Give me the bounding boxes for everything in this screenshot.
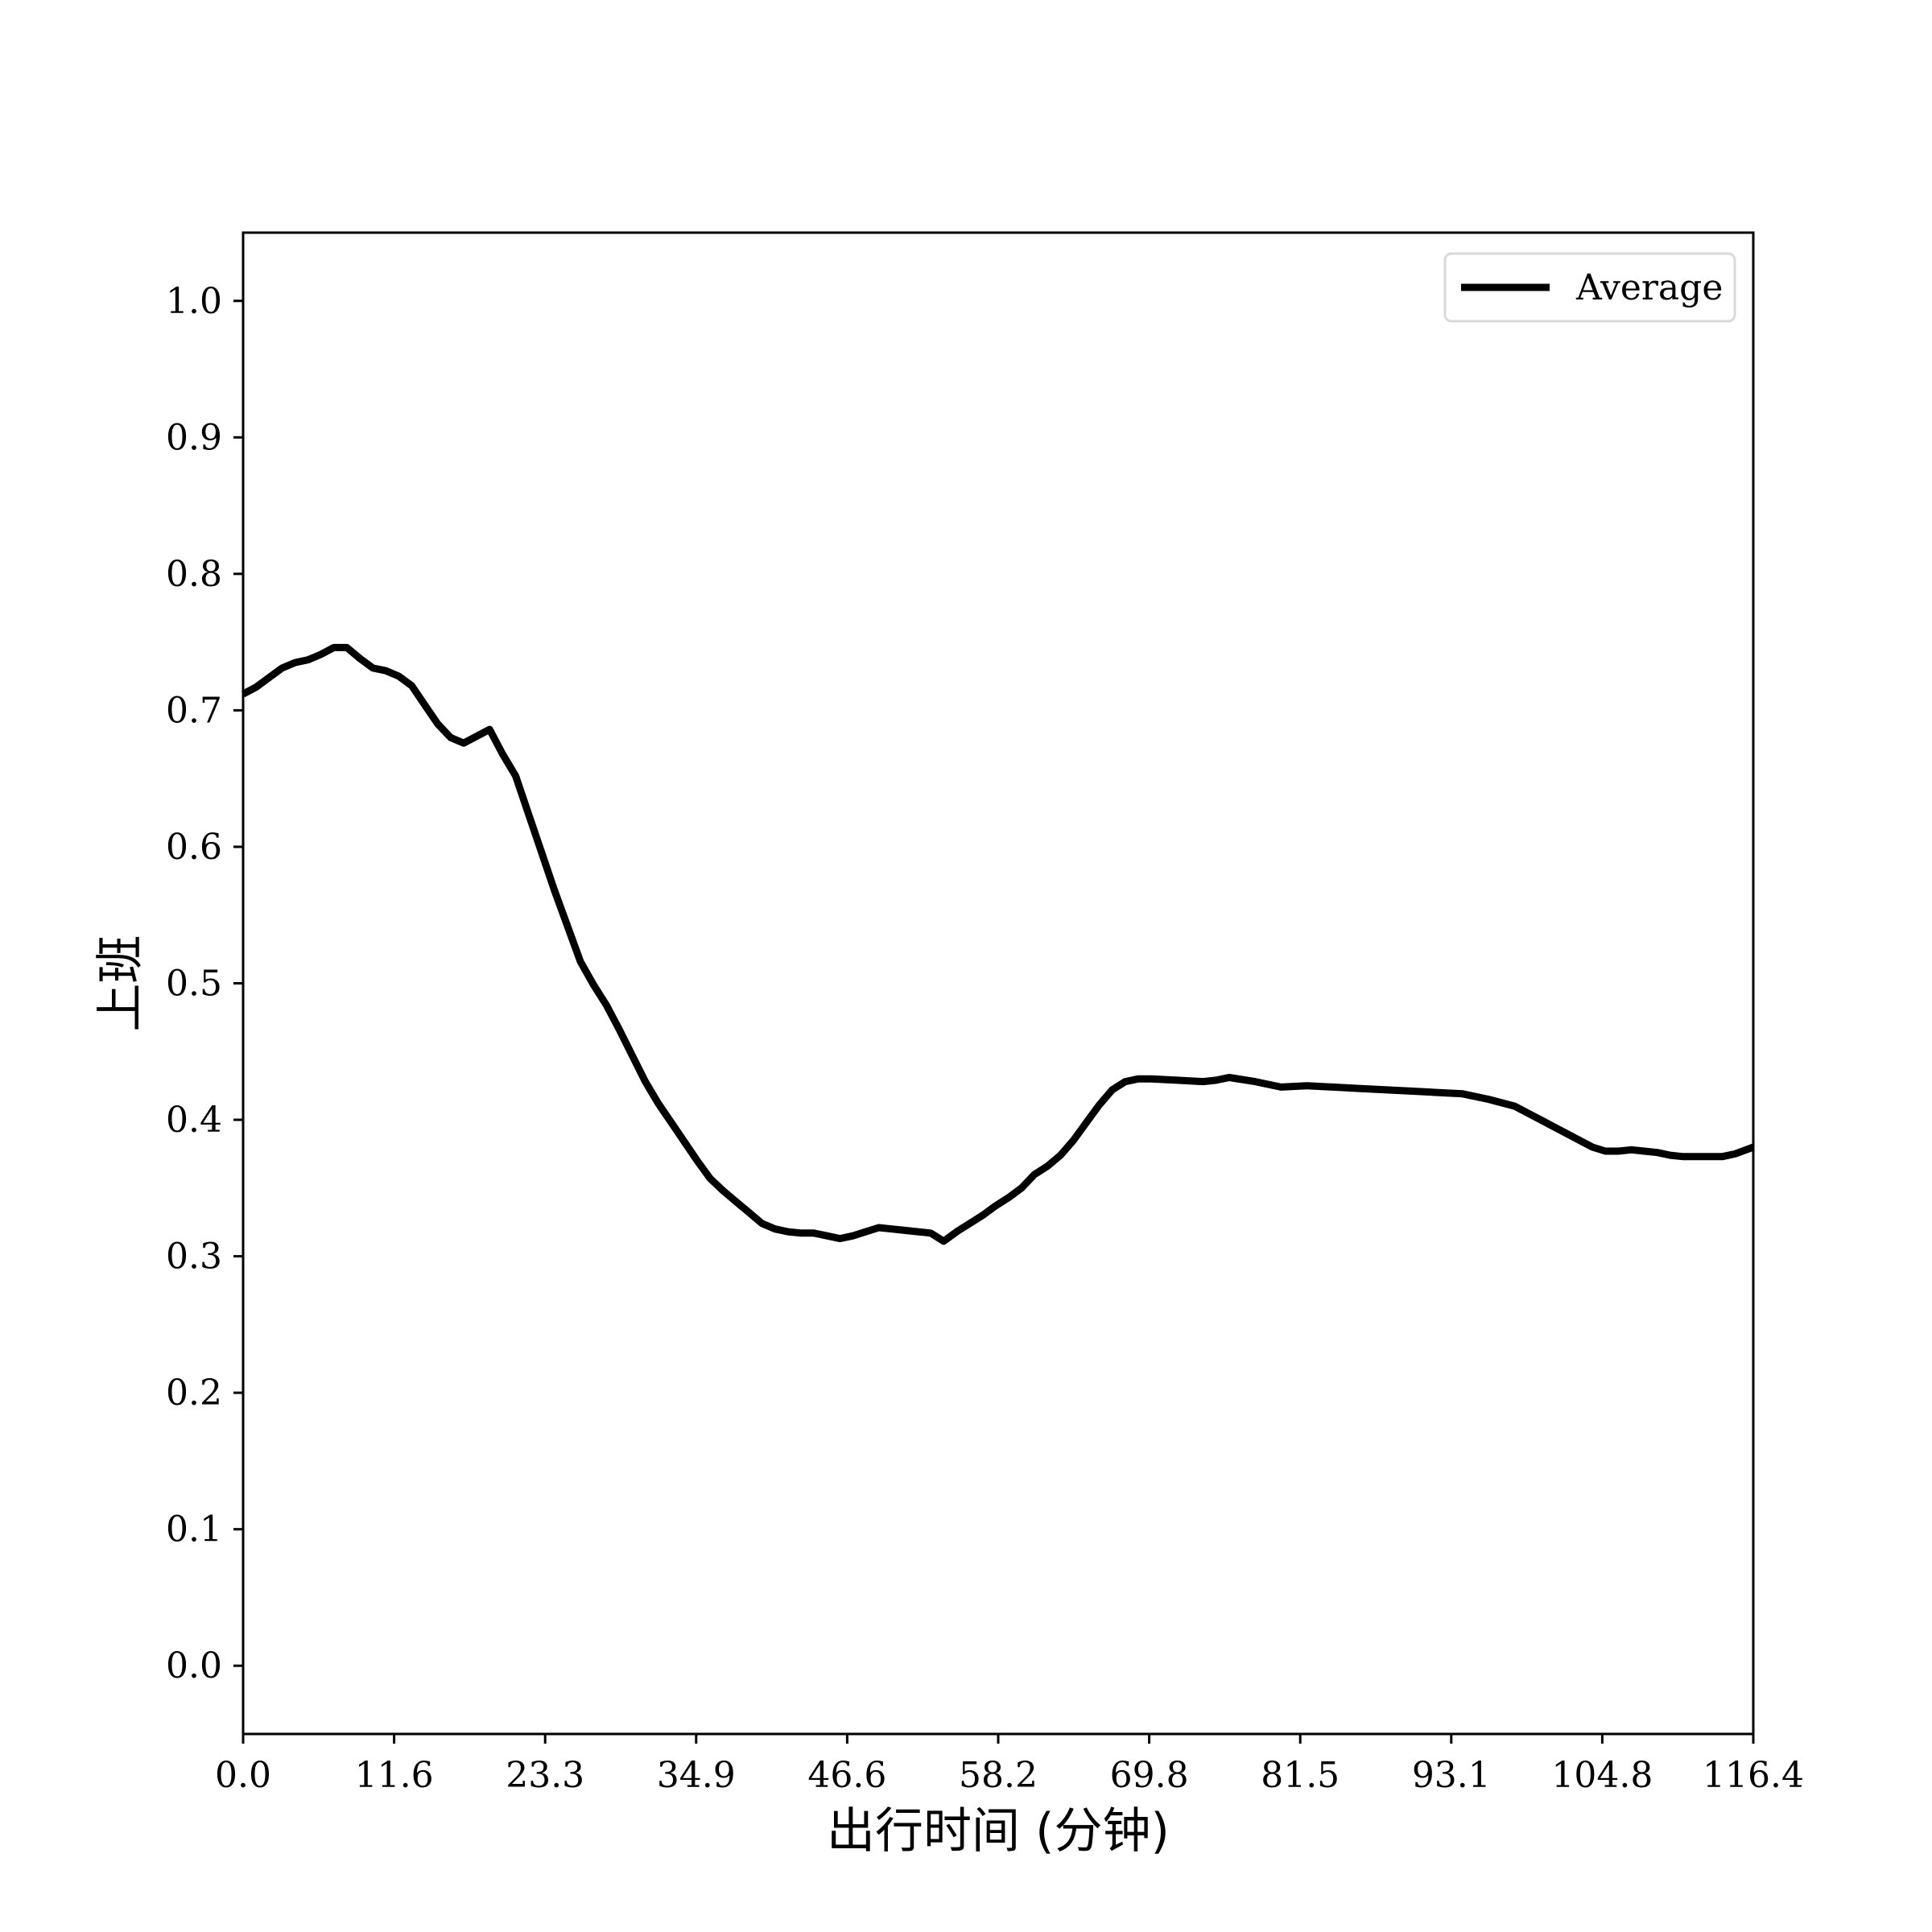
- y-tick-label: 0.4: [166, 1100, 222, 1141]
- x-tick-label: 23.3: [506, 1755, 584, 1796]
- y-axis-title: 上班: [93, 935, 149, 1032]
- x-tick-label: 34.9: [657, 1755, 736, 1796]
- legend: Average: [1443, 252, 1736, 323]
- x-tick-label: 58.2: [959, 1755, 1038, 1796]
- x-axis: 0.0 11.6 23.3 34.9 46.6 58.2 69.8 81.5 93.1 104.8…: [215, 1734, 1804, 1796]
- y-tick-label: 0.8: [166, 554, 222, 595]
- x-tick-label: 0.0: [215, 1755, 271, 1796]
- legend-box: [1443, 252, 1736, 323]
- y-axis: 0.0 0.1 0.2 0.3 0.4 0.5 0.6 0.7 0.8 0.9 1.0: [166, 281, 243, 1686]
- y-tick-label: 0.2: [166, 1373, 222, 1414]
- y-tick-label: 0.3: [166, 1236, 222, 1278]
- x-tick-label: 116.4: [1703, 1755, 1804, 1796]
- y-tick-label: 0.1: [166, 1509, 222, 1550]
- y-tick-label: 0.9: [166, 417, 222, 458]
- x-tick-label: 104.8: [1551, 1755, 1653, 1796]
- y-tick-label: 0.5: [166, 964, 222, 1005]
- y-tick-label: 1.0: [166, 281, 222, 322]
- x-tick-label: 93.1: [1412, 1755, 1491, 1796]
- legend-label: Average: [1575, 267, 1723, 308]
- x-axis-title: 出行时间 (分钟): [827, 1803, 1170, 1860]
- x-tick-label: 11.6: [355, 1755, 434, 1796]
- y-tick-label: 0.0: [166, 1645, 222, 1686]
- series-layer: [241, 643, 1755, 1245]
- x-tick-label: 46.6: [807, 1755, 886, 1796]
- y-tick-label: 0.7: [166, 690, 222, 731]
- plot-area: [243, 233, 1753, 1734]
- x-tick-label: 69.8: [1110, 1755, 1189, 1796]
- x-tick-label: 81.5: [1261, 1755, 1340, 1796]
- series-line-average: [241, 643, 1755, 1245]
- y-tick-label: 0.6: [166, 827, 222, 868]
